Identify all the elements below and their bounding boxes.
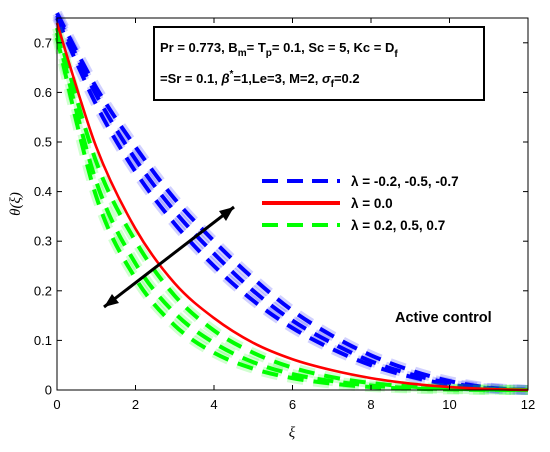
param-1c: = T <box>247 40 266 55</box>
x-axis-label: ξ <box>289 425 296 441</box>
param-2f: f <box>331 79 335 90</box>
y-axis-label: θ(ξ) <box>8 192 24 216</box>
y-tick-label-2: 0.2 <box>34 283 52 298</box>
trend-arrow-shaft <box>103 205 235 309</box>
y-tick-label-5: 0.5 <box>34 135 52 150</box>
param-1f: f <box>394 49 398 60</box>
y-tick-label-6: 0.6 <box>34 85 52 100</box>
trend-arrowhead-up <box>219 207 234 221</box>
param-1d: p <box>266 48 272 59</box>
series-line-6 <box>55 37 529 392</box>
x-tick-label-1: 2 <box>132 397 139 412</box>
axis-ticks: 0 2 4 6 8 10 12 0 0.1 0.2 0.3 0.4 0.5 0.6 0.7 <box>34 18 535 412</box>
param-1b: m <box>238 48 247 59</box>
legend-label-blue: λ = -0.2, -0.5, -0.7 <box>351 174 459 189</box>
series-line-2 <box>55 17 529 392</box>
parameter-box: Pr = 0.773, Bm= Tp= 0.1, Sc = 5, Kc = Df… <box>153 26 485 101</box>
x-tick-label-0: 0 <box>53 397 60 412</box>
parameter-line-2: =Sr = 0.1, β*=1,Le=3, M=2, σf=0.2 <box>160 69 360 90</box>
series-line-3 <box>55 22 529 392</box>
legend-label-green: λ = 0.2, 0.5, 0.7 <box>351 218 445 233</box>
y-tick-label-4: 0.4 <box>34 184 52 199</box>
param-2a: =Sr = 0.1, <box>160 71 221 86</box>
series-line-4 <box>55 27 529 392</box>
x-tick-label-5: 10 <box>442 397 456 412</box>
x-tick-label-3: 6 <box>289 397 296 412</box>
parameter-box-frame <box>153 26 485 101</box>
trend-arrow <box>103 205 235 309</box>
param-2c: * <box>230 69 234 80</box>
param-2b: β <box>220 71 229 86</box>
param-1a: Pr = 0.773, B <box>160 40 238 55</box>
parameter-line-1: Pr = 0.773, Bm= Tp= 0.1, Sc = 5, Kc = Df <box>160 40 398 60</box>
y-tick-label-7: 0.7 <box>34 35 52 50</box>
series-layer <box>52 10 529 395</box>
x-tick-label-2: 4 <box>210 397 217 412</box>
annotation-active-control: Active control <box>395 310 492 326</box>
x-tick-label-4: 8 <box>367 397 374 412</box>
param-1e: = 0.1, Sc = 5, Kc = D <box>272 40 395 55</box>
legend-label-red: λ = 0.0 <box>351 196 393 211</box>
param-2e: σ <box>322 71 332 86</box>
x-tick-label-6: 12 <box>521 397 535 412</box>
y-tick-label-0: 0 <box>45 383 52 398</box>
param-2d: =1,Le=3, M=2, <box>233 71 322 86</box>
legend: λ = -0.2, -0.5, -0.7 λ = 0.0 λ = 0.2, 0.… <box>262 174 459 233</box>
y-tick-label-3: 0.3 <box>34 234 52 249</box>
trend-arrowhead-down <box>104 294 119 307</box>
param-2g: =0.2 <box>334 71 360 86</box>
y-tick-label-1: 0.1 <box>34 333 52 348</box>
series-line-1 <box>55 14 529 392</box>
